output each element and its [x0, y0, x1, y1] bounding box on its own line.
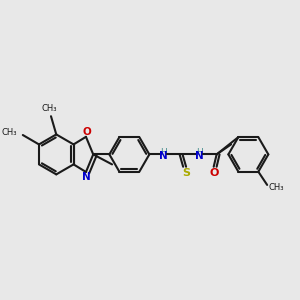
Text: CH₃: CH₃	[42, 104, 57, 113]
Text: N: N	[195, 151, 204, 161]
Text: S: S	[182, 168, 190, 178]
Text: H: H	[196, 148, 203, 157]
Text: N: N	[159, 151, 168, 161]
Text: O: O	[82, 127, 91, 136]
Text: N: N	[82, 172, 91, 182]
Text: H: H	[160, 148, 167, 157]
Text: CH₃: CH₃	[268, 183, 284, 192]
Text: O: O	[209, 169, 218, 178]
Text: CH₃: CH₃	[2, 128, 17, 137]
